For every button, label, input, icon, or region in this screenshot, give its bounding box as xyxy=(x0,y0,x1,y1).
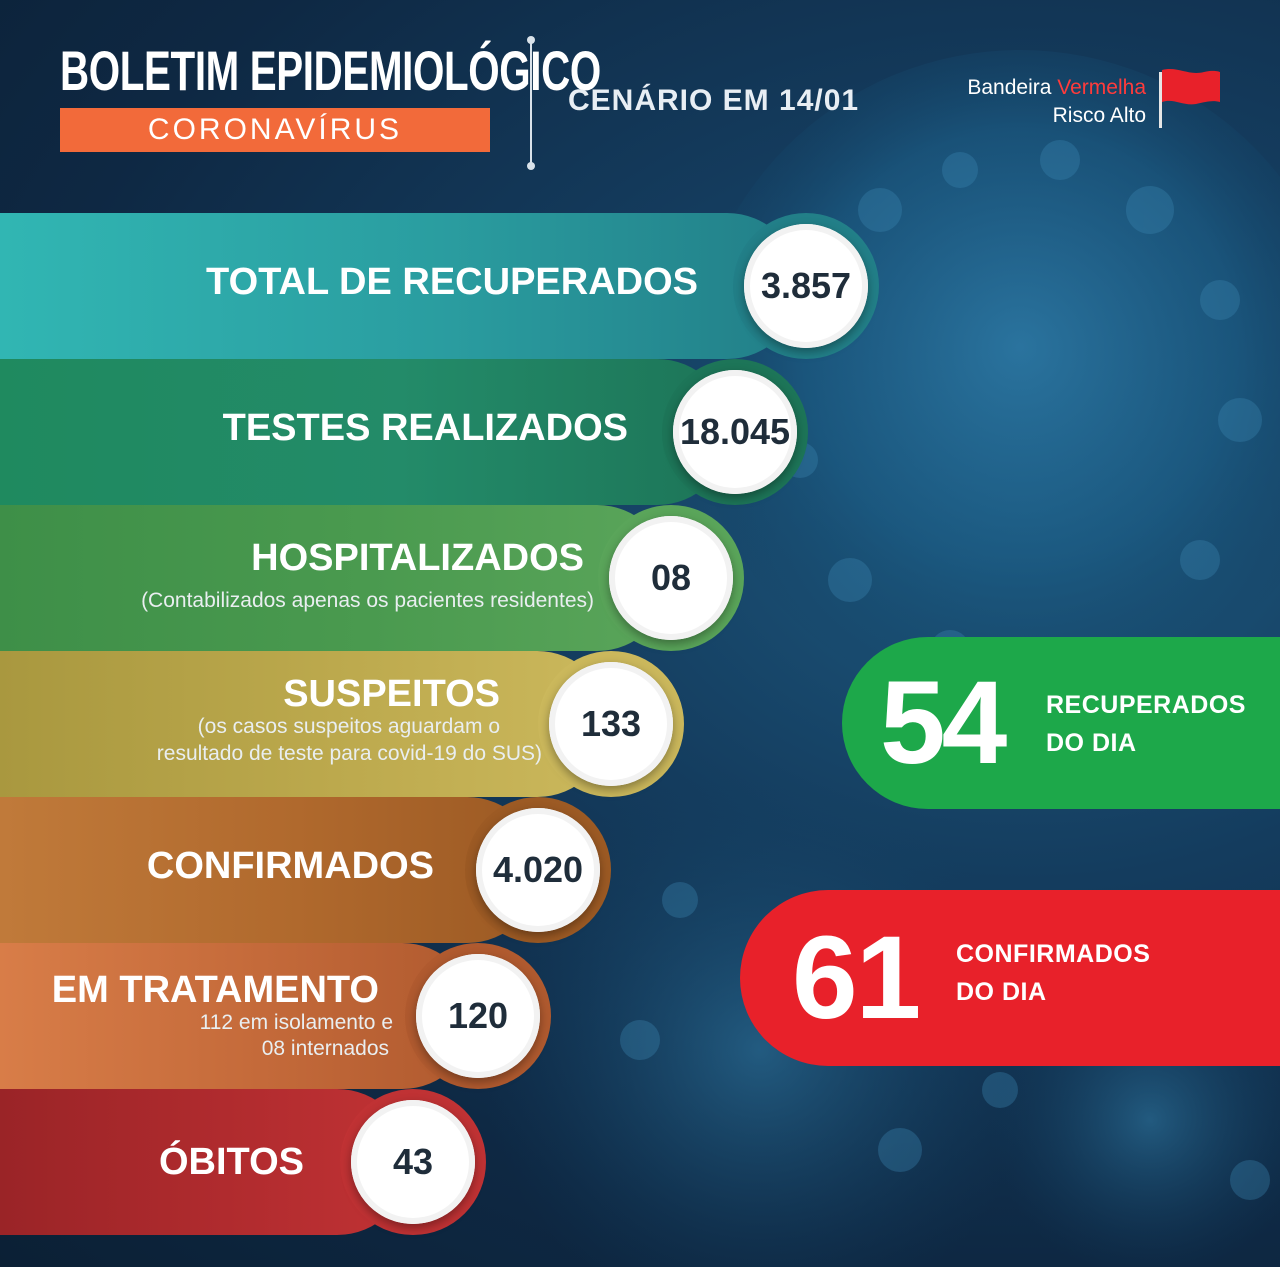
flag-pole xyxy=(1159,72,1162,128)
stat-label-hospitalized: HOSPITALIZADOS xyxy=(251,537,584,579)
main-title: BOLETIM EPIDEMIOLÓGICO xyxy=(60,39,601,102)
stat-value-confirmed: 4.020 xyxy=(476,808,600,932)
stat-note-suspects-line1: (os casos suspeitos aguardam o xyxy=(197,715,500,738)
stat-bar-confirmed: CONFIRMADOS xyxy=(0,797,540,943)
stat-label-confirmed: CONFIRMADOS xyxy=(146,845,434,887)
stat-bar-treatment: EM TRATAMENTO 112 em isolamento e 08 int… xyxy=(0,943,475,1089)
flag-prefix: Bandeira xyxy=(967,76,1058,99)
recovered-today-line2: DO DIA xyxy=(1046,729,1137,757)
flag-risk-level: Risco Alto xyxy=(1052,104,1146,127)
stat-bar-hospitalized: HOSPITALIZADOS (Contabilizados apenas os… xyxy=(0,505,670,651)
stat-bar-tests: TESTES REALIZADOS xyxy=(0,359,730,505)
confirmed-today-line2: DO DIA xyxy=(956,978,1047,1006)
confirmed-today-number: 61 xyxy=(792,912,921,1044)
header-divider xyxy=(527,36,535,170)
stat-label-recovered: TOTAL DE RECUPERADOS xyxy=(206,261,698,303)
stat-label-treatment: EM TRATAMENTO xyxy=(51,969,379,1011)
stat-note-treatment-line2: 08 internados xyxy=(261,1037,389,1060)
stat-note-suspects-line2: resultado de teste para covid-19 do SUS) xyxy=(156,742,542,765)
stat-value-recovered: 3.857 xyxy=(744,224,868,348)
stat-value-hospitalized: 08 xyxy=(609,516,733,640)
scenario-date: CENÁRIO EM 14/01 xyxy=(568,84,860,117)
flag-status: Bandeira Vermelha Risco Alto xyxy=(967,74,1146,130)
stat-bar-recovered: TOTAL DE RECUPERADOS xyxy=(0,213,800,359)
stat-label-deaths: ÓBITOS xyxy=(159,1141,304,1183)
stat-value-tests: 18.045 xyxy=(673,370,797,494)
recovered-today-number: 54 xyxy=(880,657,1007,789)
recovered-today-line1: RECUPERADOS xyxy=(1046,691,1246,719)
stat-label-tests: TESTES REALIZADOS xyxy=(222,407,628,449)
stat-bar-suspects: SUSPEITOS (os casos suspeitos aguardam o… xyxy=(0,651,610,797)
stat-note-treatment-line1: 112 em isolamento e xyxy=(199,1011,393,1034)
flag-status-line1: Bandeira Vermelha xyxy=(967,74,1146,102)
stat-label-suspects: SUSPEITOS xyxy=(283,673,500,715)
stat-note-hospitalized: (Contabilizados apenas os pacientes resi… xyxy=(141,589,594,612)
header-title-block: BOLETIM EPIDEMIOLÓGICO CORONAVÍRUS xyxy=(60,39,601,152)
stat-value-deaths: 43 xyxy=(351,1100,475,1224)
confirmed-today-line1: CONFIRMADOS xyxy=(956,940,1151,968)
flag-color-word: Vermelha xyxy=(1057,76,1146,99)
subtitle-badge: CORONAVÍRUS xyxy=(60,108,490,152)
recovered-today-card: 54 RECUPERADOS DO DIA xyxy=(842,637,1280,809)
stat-value-suspects: 133 xyxy=(549,662,673,786)
confirmed-today-card: 61 CONFIRMADOS DO DIA xyxy=(740,890,1280,1066)
stat-value-treatment: 120 xyxy=(416,954,540,1078)
red-flag-icon xyxy=(1162,69,1220,105)
